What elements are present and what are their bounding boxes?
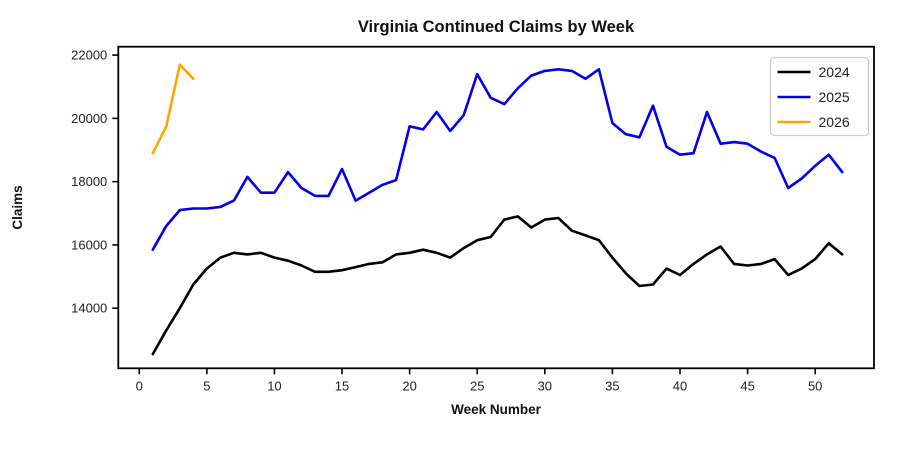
axis-ticks: 0 5 10 15 20 25 30 35 40 45 50 14000 16000 18000 20000…: [71, 48, 822, 394]
series-line-2026: [151, 63, 195, 155]
legend: 2024 2025 2026: [769, 56, 870, 137]
x-tick-label: 20: [402, 378, 416, 393]
plot-border: [117, 45, 875, 370]
x-tick-label: 40: [673, 378, 687, 393]
x-tick-label: 25: [470, 378, 484, 393]
y-tick-label: 14000: [71, 301, 107, 316]
y-tick-label: 16000: [71, 237, 107, 252]
series-line-2024: [151, 215, 844, 356]
x-tick-label: 35: [605, 378, 619, 393]
legend-label-2024: 2024: [819, 64, 850, 80]
y-tick-label: 18000: [71, 174, 107, 189]
legend-box: [769, 56, 870, 137]
y-tick-label: 22000: [71, 48, 107, 63]
x-tick-label: 10: [267, 378, 281, 393]
axes-frame: [117, 45, 875, 370]
data-series: [151, 63, 844, 356]
series-line-2025: [151, 68, 844, 251]
y-axis-label: Claims: [10, 185, 25, 229]
x-tick-label: 45: [740, 378, 754, 393]
x-tick-label: 15: [335, 378, 349, 393]
x-tick-label: 30: [538, 378, 552, 393]
y-tick-label: 20000: [71, 111, 107, 126]
legend-label-2026: 2026: [819, 114, 850, 130]
x-tick-label: 50: [808, 378, 822, 393]
x-tick-label: 5: [203, 378, 210, 393]
legend-label-2025: 2025: [819, 89, 850, 105]
chart-title: Virginia Continued Claims by Week: [358, 18, 635, 36]
x-tick-label: 0: [136, 378, 143, 393]
x-axis-label: Week Number: [451, 402, 542, 417]
